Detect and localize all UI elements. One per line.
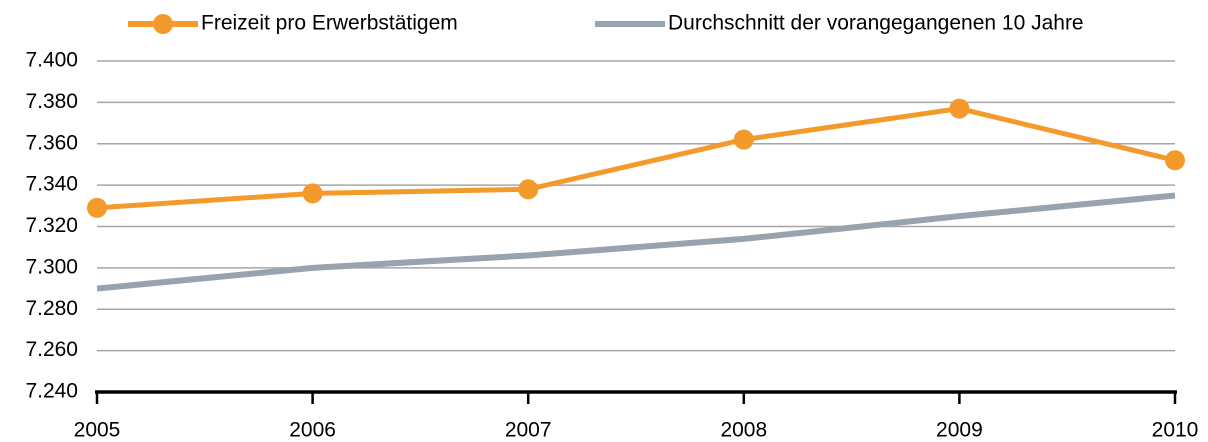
y-tick-label: 7.400 <box>25 49 78 72</box>
x-tick-label: 2007 <box>505 419 552 442</box>
y-tick-label: 7.260 <box>25 338 78 361</box>
point <box>87 197 107 218</box>
x-tick-label: 2008 <box>720 419 767 442</box>
point <box>949 98 970 119</box>
series-line <box>96 192 1176 292</box>
x-tick-label: 2005 <box>74 419 121 442</box>
point <box>1165 150 1185 171</box>
legend-label: Freizeit pro Erwerbstätigem <box>201 12 458 35</box>
point <box>518 179 539 200</box>
y-tick-label: 7.320 <box>25 214 78 237</box>
y-tick-label: 7.360 <box>25 131 78 154</box>
y-tick-label: 7.240 <box>25 380 78 403</box>
legend-marker <box>153 14 173 34</box>
series-line <box>96 106 1176 211</box>
x-tick-label: 2006 <box>289 419 336 442</box>
y-tick-label: 7.380 <box>25 90 78 113</box>
legend-label: Durchschnitt der vorangegangenen 10 Jahr… <box>668 12 1084 35</box>
x-tick-label: 2009 <box>936 419 983 442</box>
y-tick-label: 7.280 <box>25 297 78 320</box>
y-tick-label: 7.340 <box>25 173 78 196</box>
point <box>733 129 754 150</box>
point <box>302 183 323 204</box>
y-tick-label: 7.300 <box>25 255 78 278</box>
x-tick-label: 2010 <box>1152 419 1199 442</box>
